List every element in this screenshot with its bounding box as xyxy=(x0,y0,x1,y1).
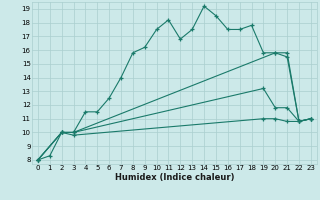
X-axis label: Humidex (Indice chaleur): Humidex (Indice chaleur) xyxy=(115,173,234,182)
